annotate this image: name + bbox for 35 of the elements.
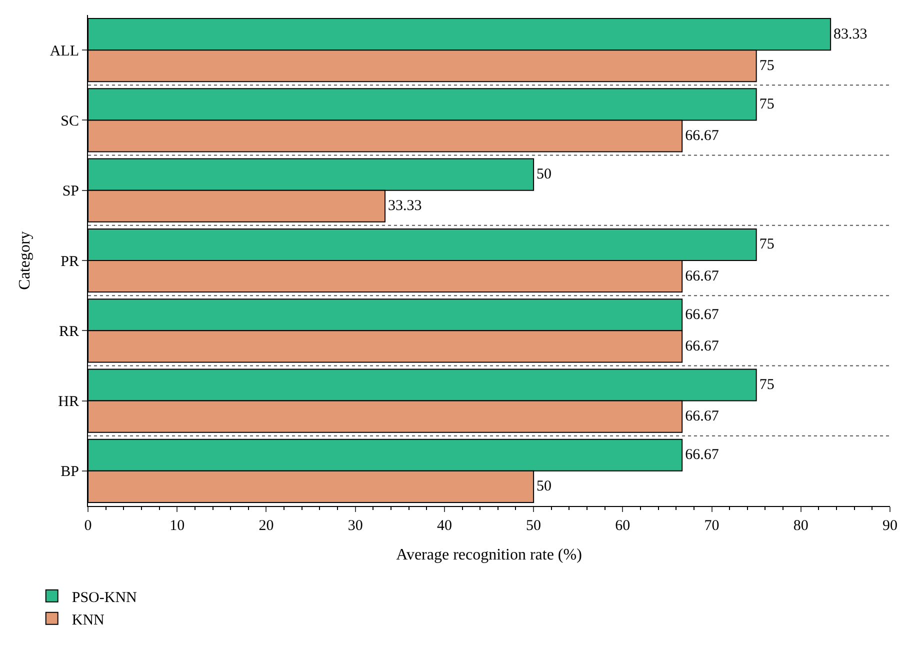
- x-tick-label: 20: [258, 518, 274, 534]
- x-tick-label: 40: [436, 518, 452, 534]
- y-tick-label: ALL: [50, 43, 79, 60]
- y-tick-label: SC: [60, 113, 79, 130]
- x-tick-label: 10: [170, 518, 185, 534]
- data-label: 50: [536, 478, 552, 495]
- legend-label: PSO-KNN: [72, 590, 138, 606]
- x-tick-label: 80: [793, 518, 808, 534]
- data-label: 33.33: [388, 198, 422, 214]
- y-axis-title: Category: [16, 231, 34, 290]
- data-label: 75: [759, 377, 774, 394]
- data-label: 66.67: [685, 408, 720, 425]
- y-tick-label: SP: [62, 184, 79, 200]
- y-tick-label: HR: [58, 394, 79, 410]
- x-tick-label: 90: [882, 518, 898, 534]
- data-label: 66.67: [685, 128, 720, 144]
- x-tick-label: 0: [84, 518, 92, 534]
- x-axis-title: Average recognition rate (%): [396, 546, 582, 564]
- x-tick-label: 50: [526, 518, 542, 534]
- y-tick-label: BP: [60, 464, 79, 480]
- data-label: 83.33: [834, 26, 868, 42]
- data-label: 66.67: [685, 268, 720, 284]
- data-label: 50: [536, 166, 552, 183]
- y-tick-label: PR: [60, 254, 79, 270]
- y-tick-label: RR: [58, 324, 79, 340]
- data-label: 66.67: [685, 306, 720, 323]
- x-tick-label: 60: [615, 518, 630, 534]
- legend-label: KNN: [72, 612, 105, 628]
- x-tick-label: 70: [704, 518, 720, 534]
- data-label: 66.67: [685, 447, 720, 464]
- data-label: 75: [759, 96, 774, 112]
- data-label: 75: [759, 58, 774, 74]
- data-label: 66.67: [685, 338, 720, 354]
- data-label: 75: [759, 236, 774, 253]
- x-tick-label: 30: [348, 518, 363, 534]
